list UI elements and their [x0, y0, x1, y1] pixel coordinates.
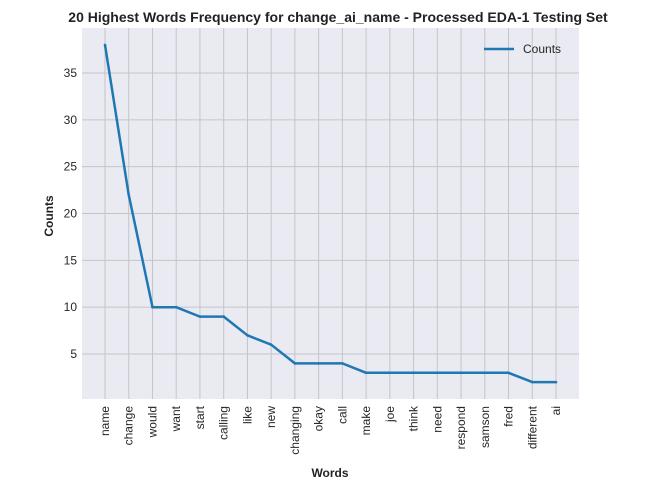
data-point: [151, 305, 154, 309]
series-line-counts: [103, 44, 556, 384]
data-point: [246, 333, 249, 337]
y-tick-label: 25: [64, 160, 78, 174]
x-tick-label: new: [264, 406, 278, 428]
y-axis-ticks: 5 10 15 20 25 30 35: [64, 66, 78, 361]
x-tick-label: call: [335, 406, 349, 424]
data-point: [222, 315, 225, 318]
data-point: [293, 362, 297, 365]
x-tick-label: change: [122, 406, 136, 446]
y-axis-label: Counts: [42, 195, 56, 237]
x-tick-label: okay: [312, 406, 326, 431]
chart-title: 20 Highest Words Frequency for change_ai…: [68, 9, 608, 25]
y-tick-label: 20: [64, 207, 78, 221]
x-tick-label: make: [359, 406, 373, 436]
x-axis-label: Words: [311, 466, 348, 480]
x-axis-ticks: name change would want start calling like new ch…: [98, 405, 563, 455]
x-tick-label: would: [145, 406, 159, 438]
data-point: [554, 380, 558, 384]
legend: Counts: [484, 42, 561, 56]
x-tick-label: like: [240, 406, 254, 424]
x-tick-label: fred: [502, 406, 516, 427]
data-point: [341, 362, 344, 365]
series-layer: [103, 43, 558, 384]
x-tick-label: want: [169, 405, 183, 432]
y-tick-label: 35: [64, 66, 78, 80]
grid-lines: [82, 28, 579, 399]
legend-label-counts: Counts: [523, 42, 561, 56]
data-point: [530, 380, 534, 384]
data-point: [507, 371, 510, 375]
data-point: [317, 362, 320, 365]
y-tick-label: 15: [64, 253, 78, 267]
x-tick-label: different: [525, 405, 539, 449]
x-tick-label: ai: [549, 406, 563, 415]
y-tick-label: 10: [64, 300, 78, 314]
data-point: [127, 193, 131, 197]
data-point: [388, 371, 392, 375]
x-tick-label: samson: [478, 406, 492, 448]
x-tick-label: calling: [217, 406, 231, 440]
x-tick-label: joe: [383, 406, 397, 423]
data-point: [198, 315, 202, 318]
x-tick-label: name: [98, 406, 112, 436]
x-tick-label: start: [193, 405, 207, 429]
x-tick-label: need: [430, 406, 444, 433]
x-tick-label: think: [407, 405, 421, 431]
data-point: [459, 371, 463, 375]
data-point: [364, 371, 368, 375]
data-point: [412, 371, 415, 375]
data-point: [269, 343, 273, 346]
data-point: [174, 305, 178, 309]
data-point: [103, 43, 107, 47]
y-tick-label: 30: [64, 113, 78, 127]
data-point: [483, 371, 487, 375]
x-tick-label: respond: [454, 406, 468, 449]
y-tick-label: 5: [70, 347, 77, 361]
x-tick-label: changing: [288, 406, 302, 455]
data-point: [436, 371, 439, 375]
